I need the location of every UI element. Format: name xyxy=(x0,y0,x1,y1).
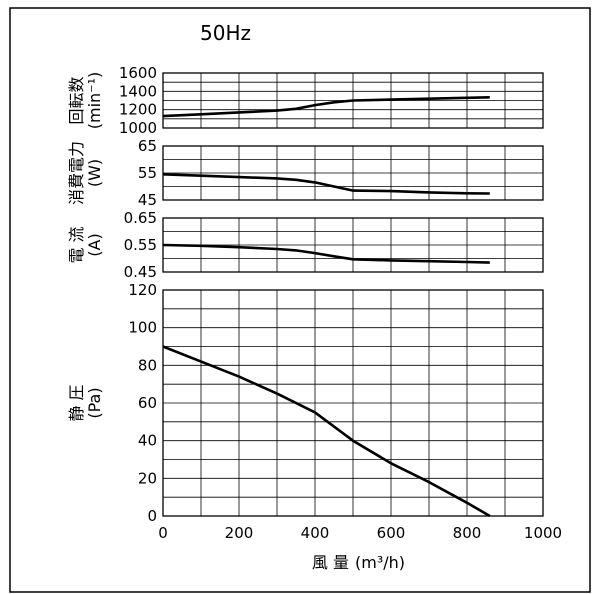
y-tick-label: 100 xyxy=(128,319,157,337)
y-tick-label: 0.55 xyxy=(124,236,157,254)
x-tick-label: 800 xyxy=(453,524,482,542)
y-tick-label: 1600 xyxy=(119,64,157,82)
y-tick-label: 45 xyxy=(138,191,157,209)
y-tick-label: 1000 xyxy=(119,119,157,137)
y-axis-label: 電 流 xyxy=(67,226,86,263)
panel-frame xyxy=(162,72,544,129)
y-axis-unit: (min⁻¹) xyxy=(85,72,104,130)
x-tick-label: 0 xyxy=(158,524,168,542)
y-axis-label: 静 圧 xyxy=(67,384,86,421)
y-tick-label: 120 xyxy=(128,281,157,299)
y-axis-unit: (W) xyxy=(85,159,104,187)
panel-frame xyxy=(162,289,544,517)
y-tick-label: 0.65 xyxy=(124,209,157,227)
y-tick-label: 60 xyxy=(138,394,157,412)
y-tick-label: 0.45 xyxy=(124,263,157,281)
y-tick-label: 65 xyxy=(138,137,157,155)
x-tick-label: 400 xyxy=(301,524,330,542)
y-tick-label: 55 xyxy=(138,164,157,182)
x-tick-label: 1000 xyxy=(524,524,562,542)
y-tick-label: 40 xyxy=(138,432,157,450)
series-line xyxy=(162,96,490,118)
y-tick-label: 1400 xyxy=(119,82,157,100)
x-tick-label: 600 xyxy=(377,524,406,542)
panel-frame xyxy=(162,145,544,201)
series-line xyxy=(162,345,491,518)
y-axis-label: 回転数 xyxy=(67,76,86,124)
y-axis-label: 消費電力 xyxy=(67,141,86,205)
y-tick-label: 20 xyxy=(138,469,157,487)
x-axis-label: 風 量 xyxy=(312,553,349,572)
x-tick-label: 200 xyxy=(225,524,254,542)
y-axis-unit: (A) xyxy=(85,233,104,256)
y-tick-label: 0 xyxy=(147,507,157,525)
series-line xyxy=(162,243,490,264)
y-tick-label: 1200 xyxy=(119,101,157,119)
series-line xyxy=(162,173,490,195)
x-axis-unit: (m³/h) xyxy=(355,553,405,572)
y-axis-unit: (Pa) xyxy=(85,387,104,418)
y-tick-label: 80 xyxy=(138,356,157,374)
figure-border xyxy=(9,7,591,593)
chart-title: 50Hz xyxy=(200,21,251,45)
